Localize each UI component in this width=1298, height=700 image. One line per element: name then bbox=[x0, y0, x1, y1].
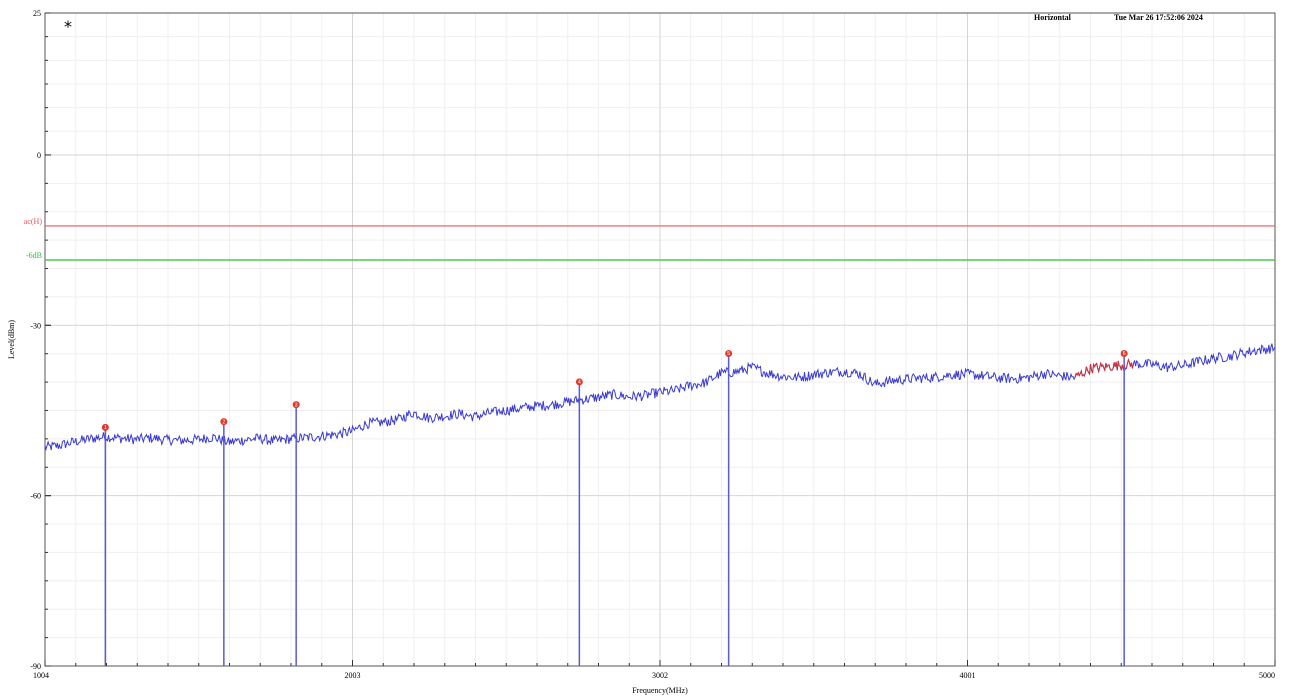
marker-dot bbox=[220, 418, 228, 426]
y-tick-label: 25 bbox=[33, 9, 41, 18]
trace-line bbox=[44, 343, 1276, 452]
marker-dot bbox=[101, 423, 109, 431]
marker-label: 1 bbox=[104, 425, 107, 431]
marker-dot bbox=[1120, 350, 1128, 358]
marker-label: 6 bbox=[1123, 351, 1126, 357]
trace-marker-symbol: * bbox=[64, 17, 72, 36]
x-tick-label: 2003 bbox=[345, 671, 361, 680]
marker-dot bbox=[292, 401, 300, 409]
y-axis-label: Level(dBm) bbox=[7, 320, 16, 359]
limit-lines: ac(H) -6dB bbox=[24, 217, 1275, 261]
axes-labels: 1004 2003 3002 4001 5000250-30-60-90Frequenc… bbox=[7, 9, 1275, 695]
spectrum-trace bbox=[44, 343, 1276, 452]
chart-grid bbox=[44, 12, 1276, 667]
marker-label: 2 bbox=[222, 419, 225, 425]
x-tick-label: 3002 bbox=[652, 671, 668, 680]
x-tick-label: 4001 bbox=[960, 671, 976, 680]
plot-frame bbox=[44, 12, 1276, 667]
x-tick-label: 5000 bbox=[1259, 671, 1275, 680]
polarization-label: Horizontal bbox=[1034, 13, 1072, 22]
x-axis-label: Frequency(MHz) bbox=[632, 686, 688, 695]
peak-markers: 1 2 3 4 5 6 bbox=[101, 350, 1128, 666]
x-tick-label: 1004 bbox=[33, 671, 49, 680]
marker-dot bbox=[575, 378, 583, 386]
y-tick-label: -90 bbox=[30, 662, 41, 671]
timestamp-label: Tue Mar 26 17:52:06 2024 bbox=[1114, 13, 1203, 22]
y-tick-label: -30 bbox=[30, 321, 41, 330]
limit-line-label: ac(H) bbox=[24, 217, 43, 226]
y-tick-label: 0 bbox=[37, 151, 41, 160]
trace-highlight-segment bbox=[1074, 358, 1133, 378]
marker-label: 5 bbox=[727, 351, 730, 357]
y-tick-label: -60 bbox=[30, 492, 41, 501]
marker-dot bbox=[725, 350, 733, 358]
marker-label: 4 bbox=[578, 380, 581, 386]
marker-label: 3 bbox=[295, 402, 298, 408]
limit-line-label: -6dB bbox=[26, 251, 42, 260]
